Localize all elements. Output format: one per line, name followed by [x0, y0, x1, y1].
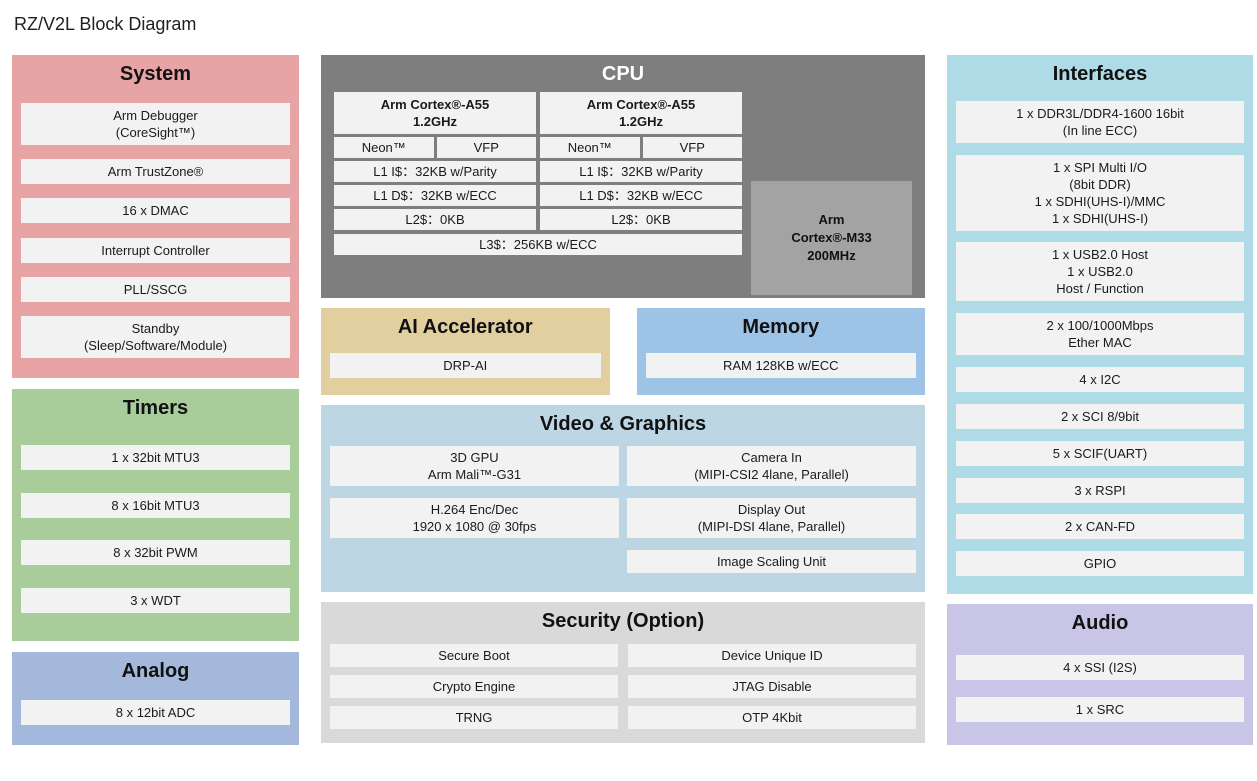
- panel-memory-items: RAM 128KB w/ECC: [637, 340, 926, 395]
- block-wdt: 3 x WDT: [21, 587, 290, 613]
- block-pwm: 8 x 32bit PWM: [21, 540, 290, 566]
- block-jtag-disable: JTAG Disable: [628, 675, 916, 698]
- panel-analog-title: Analog: [121, 660, 190, 682]
- diagram-layout: System Arm Debugger (CoreSight™) Arm Tru…: [12, 55, 1253, 745]
- middle-column: CPU Arm Cortex®-A55 1.2GHz Neon™ VFP L1 …: [321, 55, 925, 745]
- block-3d-gpu: 3D GPU Arm Mali™-G31: [330, 446, 619, 486]
- block-scif-uart: 5 x SCIF(UART): [956, 440, 1244, 466]
- panel-cpu: CPU Arm Cortex®-A55 1.2GHz Neon™ VFP L1 …: [321, 55, 925, 298]
- cpu-body: Arm Cortex®-A55 1.2GHz Neon™ VFP L1 I$：3…: [334, 92, 912, 298]
- block-can-fd: 2 x CAN-FD: [956, 514, 1244, 540]
- block-spi-sdhi: 1 x SPI Multi I/O (8bit DDR) 1 x SDHI(UH…: [956, 154, 1244, 231]
- block-vfp: VFP: [642, 137, 742, 158]
- block-ram: RAM 128KB w/ECC: [645, 353, 916, 378]
- panel-ai-title: AI Accelerator: [397, 316, 533, 338]
- block-display-out: Display Out (MIPI-DSI 4lane, Parallel): [627, 498, 916, 538]
- right-column: Interfaces 1 x DDR3L/DDR4-1600 16bit (In…: [947, 55, 1253, 745]
- block-usb: 1 x USB2.0 Host 1 x USB2.0 Host / Functi…: [956, 242, 1244, 302]
- block-crypto-engine: Crypto Engine: [330, 675, 618, 698]
- cpu-core-a55-1: Arm Cortex®-A55 1.2GHz Neon™ VFP L1 I$：3…: [540, 92, 742, 230]
- block-l1-icache: L1 I$：32KB w/Parity: [334, 161, 536, 182]
- block-device-unique-id: Device Unique ID: [628, 644, 916, 667]
- panel-analog: Analog 8 x 12bit ADC: [12, 652, 299, 745]
- block-drp-ai: DRP-AI: [330, 353, 601, 378]
- block-mtu3-32bit: 1 x 32bit MTU3: [21, 445, 290, 471]
- block-interrupt-controller: Interrupt Controller: [21, 237, 290, 263]
- block-l1-dcache: L1 D$：32KB w/ECC: [334, 185, 536, 206]
- block-standby: Standby (Sleep/Software/Module): [21, 315, 290, 358]
- video-graphics-grid: 3D GPU Arm Mali™-G31 Camera In (MIPI-CSI…: [330, 446, 916, 573]
- block-l2-cache: L2$：0KB: [540, 209, 742, 230]
- panel-timers: Timers 1 x 32bit MTU3 8 x 16bit MTU3 8 x…: [12, 389, 299, 641]
- panel-cpu-title: CPU: [601, 63, 645, 85]
- block-l1-dcache: L1 D$：32KB w/ECC: [540, 185, 742, 206]
- block-ssi: 4 x SSI (I2S): [956, 655, 1244, 680]
- core-units: Neon™ VFP: [334, 137, 536, 158]
- panel-analog-items: 8 x 12bit ADC: [12, 684, 299, 745]
- block-arm-debugger: Arm Debugger (CoreSight™): [21, 103, 290, 146]
- panel-interfaces-items: 1 x DDR3L/DDR4-1600 16bit (In line ECC) …: [947, 87, 1253, 594]
- block-l1-icache: L1 I$：32KB w/Parity: [540, 161, 742, 182]
- panel-memory-title: Memory: [742, 316, 820, 338]
- core-units: Neon™ VFP: [540, 137, 742, 158]
- ai-memory-row: AI Accelerator DRP-AI Memory RAM 128KB w…: [321, 308, 925, 395]
- panel-audio-title: Audio: [1071, 612, 1129, 634]
- block-camera-in: Camera In (MIPI-CSI2 4lane, Parallel): [627, 446, 916, 486]
- block-neon: Neon™: [334, 137, 434, 158]
- panel-video-title: Video & Graphics: [539, 413, 707, 435]
- block-trustzone: Arm TrustZone®: [21, 159, 290, 185]
- panel-timers-items: 1 x 32bit MTU3 8 x 16bit MTU3 8 x 32bit …: [12, 421, 299, 641]
- panel-security: Security (Option) Secure Boot Device Uni…: [321, 602, 925, 743]
- panel-system-items: Arm Debugger (CoreSight™) Arm TrustZone®…: [12, 87, 299, 378]
- cpu-a55-cluster: Arm Cortex®-A55 1.2GHz Neon™ VFP L1 I$：3…: [334, 92, 742, 255]
- block-neon: Neon™: [540, 137, 640, 158]
- block-vfp: VFP: [436, 137, 536, 158]
- core-name: Arm Cortex®-A55 1.2GHz: [540, 92, 742, 134]
- diagram-title: RZ/V2L Block Diagram: [14, 14, 197, 34]
- panel-timers-title: Timers: [122, 397, 189, 419]
- panel-ai-accelerator: AI Accelerator DRP-AI: [321, 308, 610, 395]
- block-otp: OTP 4Kbit: [628, 706, 916, 729]
- panel-interfaces-title: Interfaces: [1052, 63, 1148, 85]
- block-adc: 8 x 12bit ADC: [21, 700, 290, 725]
- block-l3-cache: L3$：256KB w/ECC: [334, 234, 742, 255]
- panel-ai-items: DRP-AI: [321, 340, 610, 395]
- security-grid: Secure Boot Device Unique ID Crypto Engi…: [330, 644, 916, 729]
- cpu-core-a55-0: Arm Cortex®-A55 1.2GHz Neon™ VFP L1 I$：3…: [334, 92, 536, 230]
- cpu-core-m33: Arm Cortex®-M33 200MHz: [751, 181, 912, 295]
- block-dmac: 16 x DMAC: [21, 198, 290, 224]
- core-name: Arm Cortex®-A55 1.2GHz: [334, 92, 536, 134]
- block-src: 1 x SRC: [956, 697, 1244, 722]
- block-gpio: GPIO: [956, 551, 1244, 577]
- block-pll-sscg: PLL/SSCG: [21, 276, 290, 302]
- block-image-scaling-unit: Image Scaling Unit: [627, 550, 916, 573]
- panel-audio: Audio 4 x SSI (I2S) 1 x SRC: [947, 604, 1253, 745]
- block-i2c: 4 x I2C: [956, 367, 1244, 393]
- left-column: System Arm Debugger (CoreSight™) Arm Tru…: [12, 55, 299, 745]
- panel-system: System Arm Debugger (CoreSight™) Arm Tru…: [12, 55, 299, 378]
- panel-security-title: Security (Option): [541, 610, 705, 632]
- block-l2-cache: L2$：0KB: [334, 209, 536, 230]
- block-secure-boot: Secure Boot: [330, 644, 618, 667]
- block-mtu3-16bit: 8 x 16bit MTU3: [21, 492, 290, 518]
- panel-memory: Memory RAM 128KB w/ECC: [636, 308, 926, 395]
- panel-system-title: System: [119, 63, 192, 85]
- block-ether-mac: 2 x 100/1000Mbps Ether MAC: [956, 313, 1244, 356]
- block-rspi: 3 x RSPI: [956, 477, 1244, 503]
- cpu-core-row: Arm Cortex®-A55 1.2GHz Neon™ VFP L1 I$：3…: [334, 92, 742, 230]
- panel-audio-items: 4 x SSI (I2S) 1 x SRC: [947, 636, 1253, 745]
- panel-interfaces: Interfaces 1 x DDR3L/DDR4-1600 16bit (In…: [947, 55, 1253, 594]
- block-trng: TRNG: [330, 706, 618, 729]
- block-h264-enc-dec: H.264 Enc/Dec 1920 x 1080 @ 30fps: [330, 498, 619, 538]
- block-sci: 2 x SCI 8/9bit: [956, 403, 1244, 429]
- block-ddr: 1 x DDR3L/DDR4-1600 16bit (In line ECC): [956, 100, 1244, 143]
- panel-video-graphics: Video & Graphics 3D GPU Arm Mali™-G31 Ca…: [321, 405, 925, 592]
